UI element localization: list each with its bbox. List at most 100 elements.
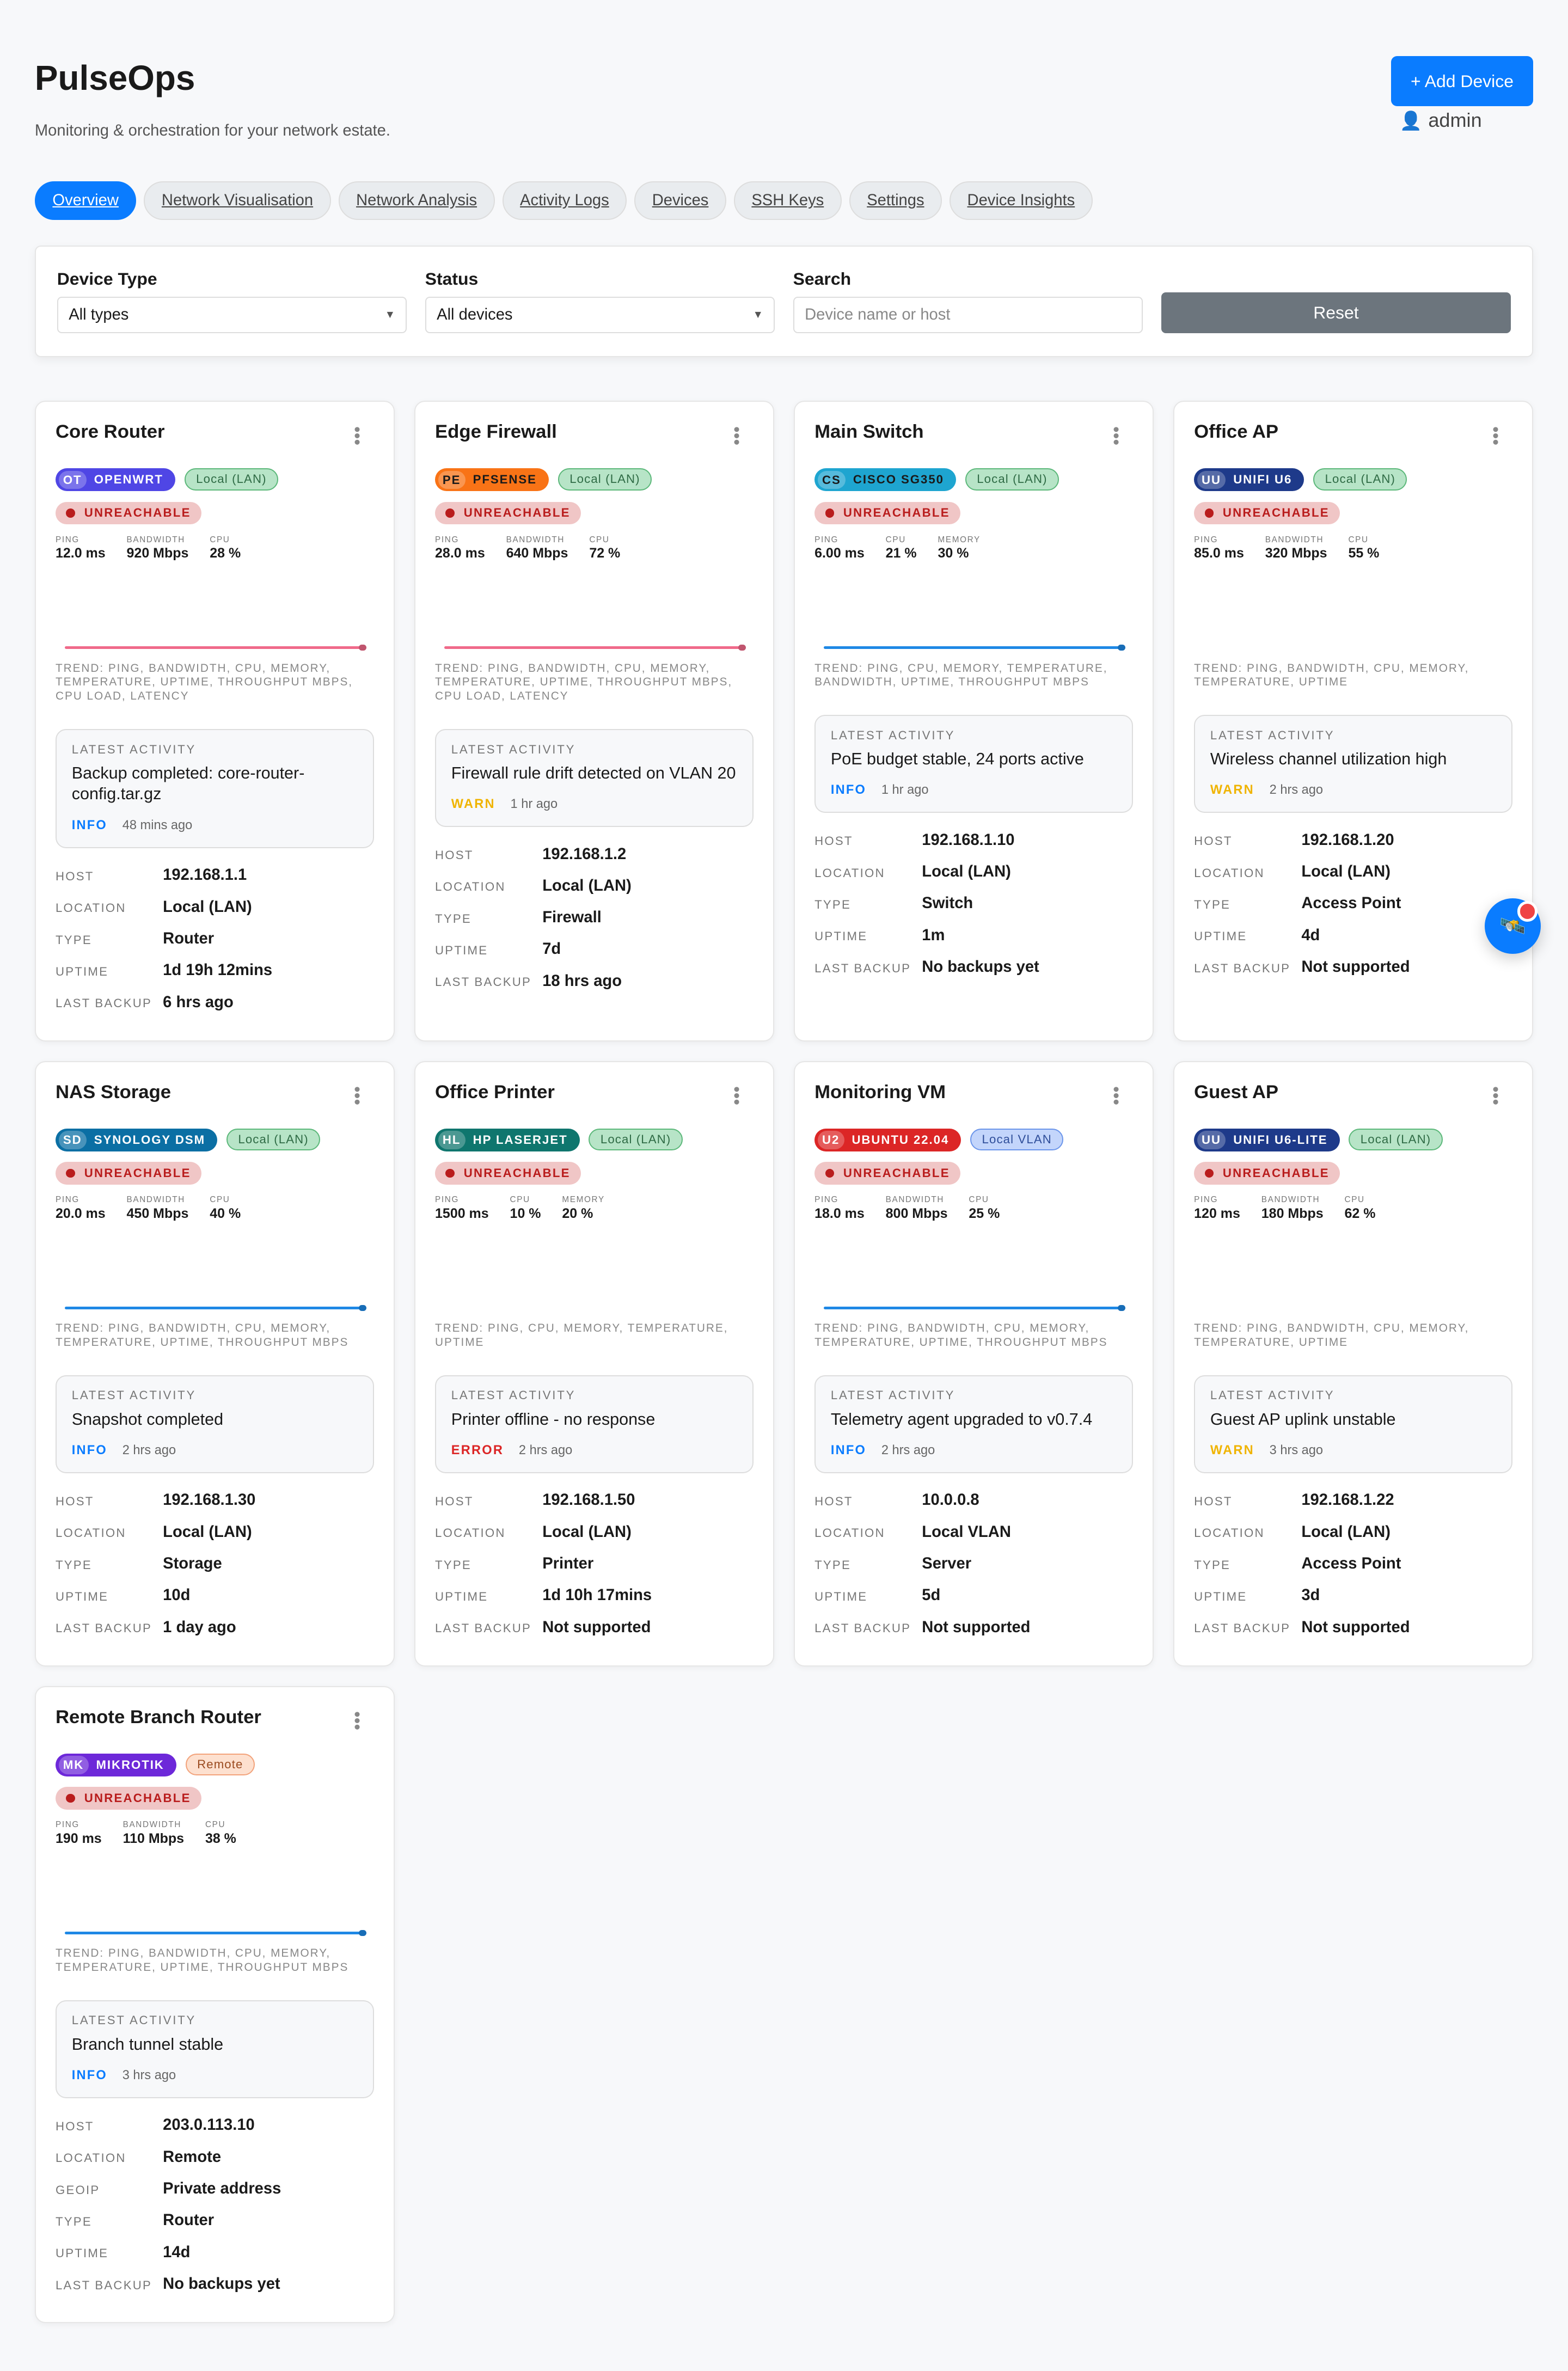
more-options-icon[interactable]: ••• bbox=[726, 426, 746, 445]
location-badge: Local (LAN) bbox=[589, 1129, 683, 1151]
device-name: NAS Storage bbox=[55, 1081, 171, 1102]
more-options-icon[interactable]: ••• bbox=[726, 1086, 746, 1106]
detail-value: 192.168.1.50 bbox=[542, 1491, 635, 1509]
status-badge: UNREACHABLE bbox=[814, 501, 961, 525]
device-details: HOST 192.168.1.50 LOCATION Local (LAN) TYPE P… bbox=[435, 1491, 754, 1650]
detail-key: LOCATION bbox=[55, 1526, 126, 1540]
metric-label: PING bbox=[55, 535, 79, 544]
more-options-icon[interactable]: ••• bbox=[346, 1086, 367, 1106]
detail-row: LOCATION Remote bbox=[56, 2148, 374, 2180]
tab-devices[interactable]: Devices bbox=[634, 181, 726, 220]
os-name: PFSENSE bbox=[473, 473, 537, 487]
activity-message: Backup completed: core-router-config.tar… bbox=[71, 763, 305, 804]
device-card[interactable]: Monitoring VM ••• U2 UBUNTU 22.04 Local V… bbox=[794, 1061, 1154, 1667]
tab-overview[interactable]: Overview bbox=[34, 181, 137, 220]
metrics: PING 6.00 ms CPU 21 % MEMORY 30 % bbox=[814, 535, 1133, 562]
metric-value: 1500 ms bbox=[435, 1206, 489, 1222]
detail-key: TYPE bbox=[435, 911, 471, 926]
more-options-icon[interactable]: ••• bbox=[1485, 1086, 1505, 1106]
device-card[interactable]: Office Printer ••• HL HP LASERJET Local (… bbox=[414, 1061, 774, 1667]
device-card[interactable]: Core Router ••• OT OPENWRT Local (LAN) UN… bbox=[34, 401, 395, 1041]
detail-row: HOST 10.0.0.8 bbox=[814, 1491, 1133, 1523]
severity-badge: INFO bbox=[830, 783, 867, 798]
device-card[interactable]: Remote Branch Router ••• MK MIKROTIK Remo… bbox=[34, 1686, 395, 2324]
activity-time: 2 hrs ago bbox=[122, 1443, 176, 1457]
metric-label: PING bbox=[435, 1195, 460, 1205]
detail-key: LOCATION bbox=[814, 866, 885, 880]
username: admin bbox=[1428, 108, 1482, 131]
metric: CPU 28 % bbox=[210, 535, 241, 562]
alert-dot bbox=[1517, 901, 1538, 922]
status-badge: UNREACHABLE bbox=[55, 501, 202, 525]
metric-label: PING bbox=[55, 1195, 79, 1205]
detail-row: LOCATION Local (LAN) bbox=[56, 898, 374, 930]
metric-value: 85.0 ms bbox=[1194, 546, 1244, 561]
user-menu[interactable]: 👤 admin bbox=[1400, 109, 1482, 132]
tab-device-insights[interactable]: Device Insights bbox=[949, 181, 1093, 220]
os-badge: PE PFSENSE bbox=[435, 468, 549, 492]
detail-row: LAST BACKUP Not supported bbox=[435, 1619, 754, 1650]
reset-button[interactable]: Reset bbox=[1161, 292, 1511, 333]
detail-value: 4d bbox=[1301, 926, 1320, 944]
activity-label: LATEST ACTIVITY bbox=[1210, 1388, 1335, 1402]
device-card[interactable]: Main Switch ••• CS CISCO SG350 Local (LAN… bbox=[794, 401, 1154, 1041]
detail-row: TYPE Router bbox=[56, 2211, 374, 2243]
activity-label: LATEST ACTIVITY bbox=[71, 2013, 197, 2027]
metric-value: 40 % bbox=[210, 1206, 241, 1222]
search-input[interactable]: Device name or host bbox=[793, 297, 1143, 333]
device-name: Office AP bbox=[1194, 421, 1279, 443]
device-card[interactable]: Edge Firewall ••• PE PFSENSE Local (LAN) … bbox=[414, 401, 774, 1041]
location-badge: Local (LAN) bbox=[965, 468, 1059, 491]
more-options-icon[interactable]: ••• bbox=[1105, 426, 1126, 445]
activity-label: LATEST ACTIVITY bbox=[1210, 728, 1335, 742]
metric-label: CPU bbox=[1348, 535, 1369, 544]
status-text: UNREACHABLE bbox=[843, 506, 950, 520]
detail-row: UPTIME 10d bbox=[56, 1586, 374, 1618]
location-badge: Local VLAN bbox=[970, 1129, 1064, 1151]
os-abbr: HL bbox=[438, 1131, 465, 1149]
detail-row: UPTIME 5d bbox=[814, 1586, 1133, 1618]
detail-value: Local (LAN) bbox=[163, 1523, 252, 1541]
tab-settings[interactable]: Settings bbox=[849, 181, 942, 220]
metric-label: PING bbox=[814, 535, 839, 544]
os-badge: OT OPENWRT bbox=[55, 468, 176, 492]
more-options-icon[interactable]: ••• bbox=[1485, 426, 1505, 445]
detail-value: No backups yet bbox=[922, 958, 1039, 976]
status-dot-icon bbox=[825, 1168, 835, 1178]
user-icon: 👤 bbox=[1399, 111, 1423, 131]
metrics: PING 12.0 ms BANDWIDTH 920 Mbps CPU 28 % bbox=[56, 535, 374, 562]
more-options-icon[interactable]: ••• bbox=[346, 1711, 367, 1731]
metric-value: 110 Mbps bbox=[122, 1831, 185, 1847]
metric-label: CPU bbox=[205, 1820, 226, 1830]
tab-ssh-keys[interactable]: SSH Keys bbox=[733, 181, 842, 220]
tab-activity-logs[interactable]: Activity Logs bbox=[502, 181, 627, 220]
status-text: UNREACHABLE bbox=[463, 506, 571, 520]
device-card[interactable]: NAS Storage ••• SD SYNOLOGY DSM Local (LA… bbox=[34, 1061, 395, 1667]
detail-key: UPTIME bbox=[1194, 1589, 1247, 1603]
device-type-select[interactable]: All types ▼ bbox=[57, 297, 407, 333]
device-card[interactable]: Office AP ••• UU UNIFI U6 Local (LAN) UNR… bbox=[1173, 401, 1534, 1041]
detail-row: LOCATION Local (LAN) bbox=[435, 1523, 754, 1555]
add-device-button[interactable]: + Add Device bbox=[1391, 56, 1534, 107]
detail-value: 5d bbox=[922, 1586, 941, 1604]
detail-key: HOST bbox=[435, 848, 474, 862]
more-options-icon[interactable]: ••• bbox=[1105, 1086, 1126, 1106]
tab-network-visualisation[interactable]: Network Visualisation bbox=[144, 181, 331, 220]
trend-sparkline bbox=[1203, 1307, 1503, 1310]
detail-key: LOCATION bbox=[55, 901, 126, 915]
detail-value: Local (LAN) bbox=[163, 898, 252, 916]
metrics: PING 28.0 ms BANDWIDTH 640 Mbps CPU 72 % bbox=[435, 535, 754, 562]
tab-network-analysis[interactable]: Network Analysis bbox=[338, 181, 495, 220]
detail-value: 203.0.113.10 bbox=[163, 2116, 255, 2134]
more-options-icon[interactable]: ••• bbox=[346, 426, 367, 445]
metric: MEMORY 20 % bbox=[562, 1195, 604, 1222]
status-select[interactable]: All devices ▼ bbox=[425, 297, 775, 333]
detail-row: LOCATION Local (LAN) bbox=[435, 877, 754, 909]
activity-label: LATEST ACTIVITY bbox=[830, 1388, 955, 1402]
device-card[interactable]: Guest AP ••• UU UNIFI U6-LITE Local (LAN)… bbox=[1173, 1061, 1534, 1667]
os-name: SYNOLOGY DSM bbox=[94, 1132, 206, 1147]
metrics: PING 18.0 ms BANDWIDTH 800 Mbps CPU 25 % bbox=[814, 1195, 1133, 1222]
trend-sparkline bbox=[823, 1306, 1124, 1310]
telemetry-fab-button[interactable]: 🛰️ bbox=[1485, 898, 1541, 954]
detail-row: LAST BACKUP No backups yet bbox=[814, 958, 1133, 990]
